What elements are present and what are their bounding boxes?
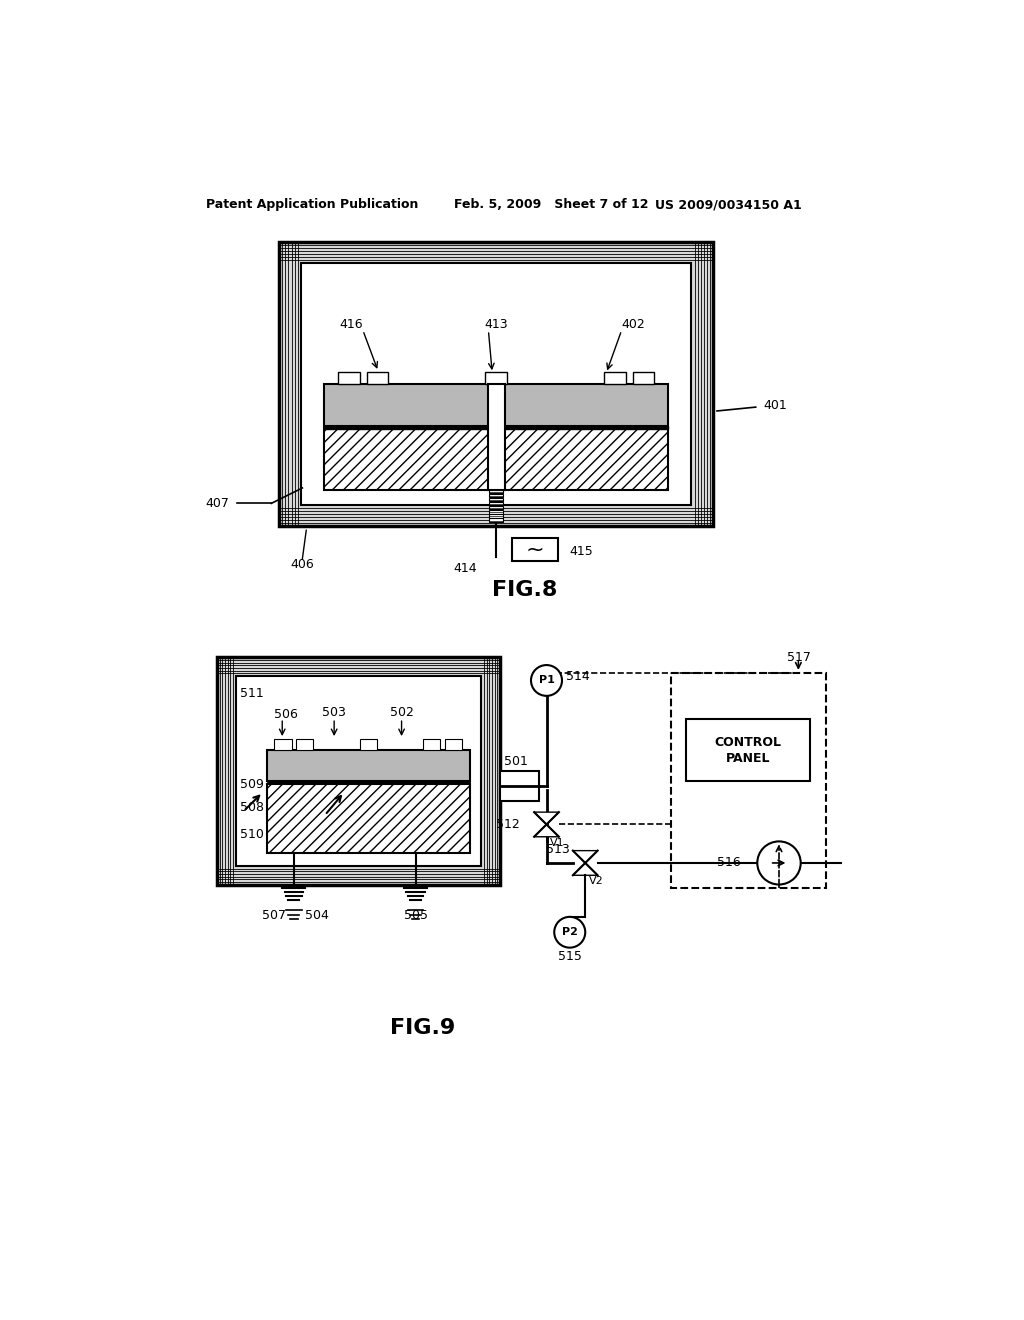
Bar bbox=[324, 426, 669, 429]
Text: 512: 512 bbox=[496, 818, 519, 832]
Bar bbox=[324, 428, 669, 490]
Bar bbox=[489, 515, 503, 517]
Bar bbox=[359, 739, 377, 750]
Bar bbox=[487, 384, 505, 490]
Circle shape bbox=[531, 665, 562, 696]
Text: 506: 506 bbox=[274, 708, 298, 721]
Polygon shape bbox=[535, 825, 559, 837]
Text: 416: 416 bbox=[339, 318, 364, 331]
Bar bbox=[489, 519, 503, 521]
Text: 517: 517 bbox=[786, 651, 811, 664]
Text: 508: 508 bbox=[240, 801, 263, 814]
Bar bbox=[489, 502, 503, 506]
Polygon shape bbox=[572, 850, 598, 863]
Text: 414: 414 bbox=[454, 562, 477, 576]
Bar bbox=[423, 739, 440, 750]
Text: 402: 402 bbox=[622, 318, 645, 331]
Text: V1: V1 bbox=[550, 838, 565, 847]
Bar bbox=[280, 242, 713, 527]
Bar bbox=[489, 498, 503, 502]
Bar bbox=[274, 739, 292, 750]
Bar bbox=[500, 771, 539, 801]
Bar bbox=[489, 490, 503, 492]
Bar bbox=[266, 784, 470, 853]
Text: PANEL: PANEL bbox=[726, 752, 770, 766]
Bar bbox=[686, 719, 810, 780]
Bar bbox=[324, 384, 669, 426]
Text: 503: 503 bbox=[323, 706, 346, 719]
Text: 501: 501 bbox=[504, 755, 527, 768]
Text: 513: 513 bbox=[546, 842, 570, 855]
Text: 509: 509 bbox=[240, 777, 263, 791]
Bar bbox=[217, 657, 500, 884]
Text: 406: 406 bbox=[291, 558, 314, 572]
Bar bbox=[671, 673, 825, 888]
Text: 502: 502 bbox=[390, 706, 414, 719]
Bar bbox=[485, 372, 507, 384]
Text: 507: 507 bbox=[262, 908, 286, 921]
Bar bbox=[512, 539, 558, 561]
Circle shape bbox=[758, 841, 801, 884]
Text: 504: 504 bbox=[305, 908, 329, 921]
Text: US 2009/0034150 A1: US 2009/0034150 A1 bbox=[655, 198, 802, 211]
Text: 514: 514 bbox=[566, 671, 590, 684]
Bar bbox=[301, 263, 691, 506]
Bar bbox=[266, 780, 470, 784]
Bar bbox=[489, 506, 503, 510]
Text: 511: 511 bbox=[240, 688, 263, 701]
Text: FIG.9: FIG.9 bbox=[390, 1019, 455, 1039]
Bar bbox=[296, 739, 313, 750]
Text: 510: 510 bbox=[240, 828, 263, 841]
Bar bbox=[633, 372, 654, 384]
Text: FIG.8: FIG.8 bbox=[493, 579, 557, 599]
Text: 413: 413 bbox=[484, 318, 508, 331]
Text: 401: 401 bbox=[764, 399, 787, 412]
Text: V2: V2 bbox=[589, 876, 604, 887]
Bar bbox=[236, 676, 481, 866]
Text: CONTROL: CONTROL bbox=[715, 735, 781, 748]
Bar bbox=[489, 494, 503, 498]
Polygon shape bbox=[572, 863, 598, 875]
Text: 505: 505 bbox=[403, 908, 428, 921]
Bar bbox=[367, 372, 388, 384]
Circle shape bbox=[554, 917, 586, 948]
Bar bbox=[489, 511, 503, 513]
Text: 407: 407 bbox=[205, 496, 228, 510]
Bar bbox=[338, 372, 359, 384]
Text: P1: P1 bbox=[539, 676, 554, 685]
Bar bbox=[445, 739, 462, 750]
Bar bbox=[604, 372, 626, 384]
Bar bbox=[266, 750, 470, 780]
Polygon shape bbox=[535, 812, 559, 825]
Text: 415: 415 bbox=[569, 545, 594, 558]
Text: 516: 516 bbox=[717, 857, 740, 870]
Text: ~: ~ bbox=[525, 540, 544, 560]
Text: Patent Application Publication: Patent Application Publication bbox=[206, 198, 418, 211]
Text: 515: 515 bbox=[558, 950, 582, 964]
Text: P2: P2 bbox=[562, 927, 578, 937]
Text: Feb. 5, 2009   Sheet 7 of 12: Feb. 5, 2009 Sheet 7 of 12 bbox=[454, 198, 648, 211]
